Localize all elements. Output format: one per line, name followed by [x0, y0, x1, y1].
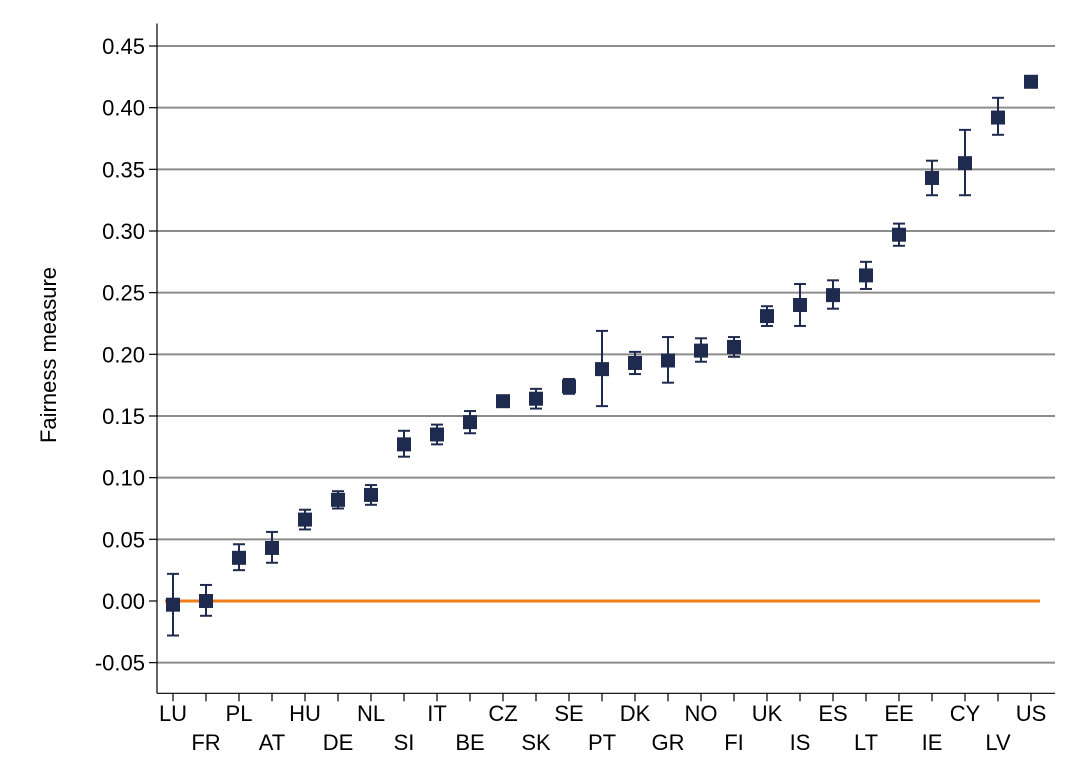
point-marker [397, 437, 411, 452]
data-point-si [397, 429, 411, 458]
point-marker [199, 593, 213, 608]
x-tick-label-cy: CY [950, 701, 981, 726]
point-marker [694, 343, 708, 358]
point-marker [793, 297, 807, 312]
point-marker [1024, 74, 1038, 89]
y-tick-label: 0.20 [102, 342, 145, 367]
y-tick-label: -0.05 [95, 651, 145, 676]
x-tick-label-fi: FI [724, 730, 744, 755]
point-marker [760, 309, 774, 324]
data-point-cz [496, 394, 510, 409]
point-marker [958, 156, 972, 171]
x-tick-label-is: IS [790, 730, 811, 755]
x-tick-label-lu: LU [159, 701, 187, 726]
x-tick-label-at: AT [259, 730, 285, 755]
data-point-ee [892, 222, 906, 247]
point-marker [925, 170, 939, 185]
x-tick-label-it: IT [427, 701, 447, 726]
x-tick-label-be: BE [455, 730, 484, 755]
x-tick-label-uk: UK [752, 701, 783, 726]
y-tick-label: 0.05 [102, 527, 145, 552]
data-point-fi [727, 336, 741, 358]
data-point-ie [925, 159, 939, 197]
data-point-cy [958, 128, 972, 197]
x-tick-label-cz: CZ [488, 701, 517, 726]
point-marker [562, 379, 576, 394]
x-tick-label-si: SI [394, 730, 415, 755]
y-tick-label: 0.35 [102, 157, 145, 182]
x-tick-label-lv: LV [985, 730, 1011, 755]
point-marker [265, 540, 279, 555]
point-marker [661, 353, 675, 368]
y-tick-label: 0.25 [102, 281, 145, 306]
data-point-it [430, 423, 444, 446]
y-tick-label: 0.10 [102, 466, 145, 491]
data-point-pt [595, 329, 609, 408]
point-marker [364, 487, 378, 502]
data-point-at [265, 530, 279, 564]
point-marker [166, 597, 180, 612]
point-marker [331, 492, 345, 507]
point-marker [727, 339, 741, 354]
x-tick-label-us: US [1016, 701, 1047, 726]
x-tick-label-dk: DK [620, 701, 651, 726]
data-point-hu [298, 508, 312, 531]
data-point-dk [628, 350, 642, 376]
x-tick-label-ie: IE [922, 730, 943, 755]
data-point-lt [859, 260, 873, 290]
data-point-us [1024, 74, 1038, 89]
point-marker [232, 550, 246, 565]
y-tick-label: 0.15 [102, 404, 145, 429]
x-tick-label-es: ES [818, 701, 847, 726]
point-marker [628, 355, 642, 370]
point-marker [892, 227, 906, 242]
x-tick-label-sk: SK [521, 730, 551, 755]
point-marker [595, 362, 609, 377]
x-tick-label-no: NO [685, 701, 718, 726]
point-marker [991, 110, 1005, 125]
y-tick-label: 0.40 [102, 96, 145, 121]
x-tick-label-nl: NL [357, 701, 385, 726]
y-tick-labels: 0.45 0.40 0.35 0.30 0.25 0.20 0.15 0.10 0.05 0.00… [95, 34, 145, 676]
data-point-fr [199, 583, 213, 617]
axes [149, 23, 1055, 702]
data-point-gr [661, 336, 675, 384]
x-tick-label-gr: GR [652, 730, 685, 755]
x-tick-label-lt: LT [854, 730, 878, 755]
data-point-is [793, 283, 807, 327]
data-point-lv [991, 96, 1005, 136]
point-marker [496, 394, 510, 409]
x-tick-label-pt: PT [588, 730, 616, 755]
y-axis-title: Fairness measure [36, 267, 61, 443]
x-tick-label-de: DE [323, 730, 354, 755]
x-tick-label-hu: HU [289, 701, 321, 726]
data-point-nl [364, 484, 378, 506]
y-tick-label: 0.45 [102, 34, 145, 59]
data-point-no [694, 337, 708, 363]
y-tick-label: 0.00 [102, 589, 145, 614]
point-marker [298, 512, 312, 527]
point-marker [826, 288, 840, 303]
x-tick-label-pl: PL [226, 701, 253, 726]
x-tick-label-ee: EE [884, 701, 913, 726]
data-point-pl [232, 543, 246, 572]
data-point-be [463, 410, 477, 435]
point-marker [430, 427, 444, 442]
data-point-es [826, 279, 840, 310]
data-point-lu [166, 572, 180, 637]
point-marker [859, 268, 873, 283]
data-points [166, 74, 1038, 637]
point-marker [463, 415, 477, 430]
data-point-de [331, 490, 345, 510]
gridlines [157, 45, 1055, 664]
data-point-se [562, 377, 576, 395]
data-point-uk [760, 305, 774, 327]
point-marker [529, 391, 543, 406]
x-tick-label-se: SE [554, 701, 583, 726]
y-tick-label: 0.30 [102, 219, 145, 244]
x-tick-label-fr: FR [191, 730, 220, 755]
data-point-sk [529, 387, 543, 410]
